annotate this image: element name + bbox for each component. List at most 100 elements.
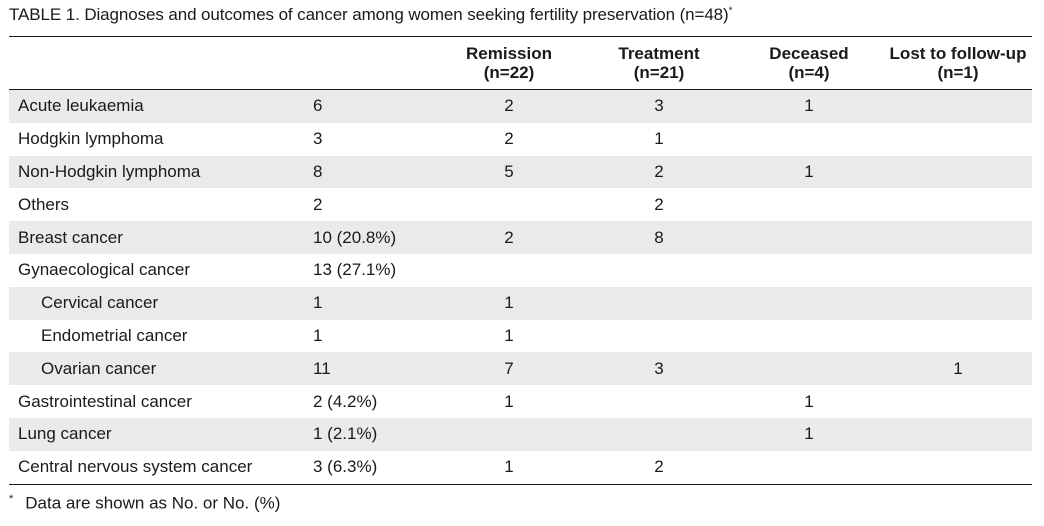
row-label-cell: Gastrointestinal cancer 2 (4.2%) (9, 385, 434, 418)
row-label: Acute leukaemia (18, 96, 144, 116)
row-label-cell: Lung cancer 1 (2.1%) (9, 417, 434, 451)
footnote-mark: * (9, 493, 14, 505)
header-remission: Remission (n=22) (434, 36, 584, 90)
row-treatment: 2 (584, 155, 734, 189)
row-total: 2 (313, 194, 323, 214)
row-deceased: 1 (734, 417, 884, 451)
row-label: Breast cancer (18, 227, 123, 247)
row-total: 2 (4.2%) (313, 391, 378, 411)
row-total: 1 (2.1%) (313, 424, 378, 444)
row-deceased: 1 (734, 89, 884, 123)
table-row: Gastrointestinal cancer 2 (4.2%) 1 1 (9, 385, 1032, 418)
row-total: 6 (313, 96, 323, 116)
row-label: Cervical cancer (41, 293, 159, 313)
row-total: 3 (313, 129, 323, 149)
row-total: 1 (313, 293, 323, 313)
row-label-cell: Ovarian cancer 11 (9, 352, 434, 386)
row-total: 3 (6.3%) (313, 457, 378, 477)
row-label: Ovarian cancer (41, 358, 157, 378)
row-lost-to-follow-up (884, 221, 1032, 254)
header-treatment: Treatment (n=21) (584, 36, 734, 90)
table-row: Hodgkin lymphoma 3 2 1 (9, 123, 1032, 156)
table-row: Endometrial cancer 1 1 (9, 320, 1032, 353)
row-label-cell: Non-Hodgkin lymphoma 8 (9, 155, 434, 189)
header-lost-to-follow-up: Lost to follow-up (n=1) (884, 36, 1032, 90)
row-treatment (584, 254, 734, 287)
row-treatment: 2 (584, 450, 734, 485)
row-label: Central nervous system cancer (18, 457, 253, 477)
table-body: Acute leukaemia 6 2 3 1 Hodgkin lymphoma 3 2 1 No… (9, 89, 1032, 485)
row-label-cell: Central nervous system cancer 3 (6.3%) (9, 450, 434, 485)
title-footnote-mark: * (728, 5, 733, 17)
row-label: Gynaecological cancer (18, 260, 190, 280)
row-lost-to-follow-up (884, 155, 1032, 189)
row-lost-to-follow-up (884, 385, 1032, 418)
row-total: 11 (313, 358, 331, 378)
row-label-cell: Gynaecological cancer 13 (27.1%) (9, 254, 434, 287)
row-lost-to-follow-up (884, 123, 1032, 156)
footnote-text: Data are shown as No. or No. (%) (25, 493, 281, 513)
row-remission: 2 (504, 129, 514, 149)
row-deceased (734, 221, 884, 254)
row-treatment (584, 385, 734, 418)
table-title-text: TABLE 1. Diagnoses and outcomes of cance… (9, 5, 729, 24)
row-treatment (584, 417, 734, 451)
row-label: Endometrial cancer (41, 325, 188, 345)
row-remission: 2 (434, 89, 584, 123)
header-deceased: Deceased (n=4) (734, 36, 884, 90)
row-treatment (584, 320, 734, 353)
table-row: Cervical cancer 1 1 (9, 286, 1032, 320)
row-label-cell: Endometrial cancer 1 (9, 320, 434, 353)
row-remission: 1 (504, 325, 514, 345)
row-deceased: 1 (734, 155, 884, 189)
row-lost-to-follow-up (884, 89, 1032, 123)
row-remission (434, 188, 584, 221)
row-lost-to-follow-up (884, 450, 1032, 485)
row-remission: 2 (434, 221, 584, 254)
row-label-cell: Breast cancer 10 (20.8%) (9, 221, 434, 254)
row-deceased: 1 (804, 391, 814, 411)
row-remission: 1 (504, 391, 514, 411)
row-remission: 1 (434, 450, 584, 485)
table-title: TABLE 1. Diagnoses and outcomes of cance… (9, 5, 733, 25)
table-row: Breast cancer 10 (20.8%) 2 8 (9, 221, 1032, 254)
table-row: Acute leukaemia 6 2 3 1 (9, 89, 1032, 123)
row-label: Lung cancer (18, 424, 112, 444)
row-remission: 1 (434, 286, 584, 320)
row-label: Hodgkin lymphoma (18, 129, 164, 149)
table-header-row: Remission (n=22) Treatment (n=21) Deceased… (9, 36, 1032, 90)
row-label-cell: Cervical cancer 1 (9, 286, 434, 320)
row-label: Gastrointestinal cancer (18, 391, 192, 411)
row-treatment: 3 (584, 89, 734, 123)
row-deceased (734, 320, 884, 353)
row-deceased (734, 188, 884, 221)
table-row: Gynaecological cancer 13 (27.1%) (9, 254, 1032, 287)
row-label-cell: Acute leukaemia 6 (9, 89, 434, 123)
row-label: Non-Hodgkin lymphoma (18, 161, 201, 181)
row-total: 13 (27.1%) (313, 260, 397, 280)
row-deceased (734, 254, 884, 287)
table-row: Ovarian cancer 11 7 3 1 (9, 352, 1032, 386)
outcomes-table: Remission (n=22) Treatment (n=21) Deceased… (9, 36, 1032, 485)
row-lost-to-follow-up (884, 417, 1032, 451)
table-row: Non-Hodgkin lymphoma 8 5 2 1 (9, 155, 1032, 189)
row-lost-to-follow-up: 1 (884, 352, 1032, 386)
row-deceased (734, 352, 884, 386)
row-total: 8 (313, 161, 323, 181)
row-remission (434, 254, 584, 287)
header-blank (9, 36, 434, 90)
row-treatment: 2 (654, 194, 664, 214)
row-treatment: 1 (654, 129, 664, 149)
row-total: 1 (313, 325, 323, 345)
row-total: 10 (20.8%) (313, 227, 397, 247)
footnote: * Data are shown as No. or No. (%) (9, 493, 280, 514)
row-treatment: 8 (584, 221, 734, 254)
row-remission: 7 (434, 352, 584, 386)
row-label-cell: Hodgkin lymphoma 3 (9, 123, 434, 156)
row-remission (434, 417, 584, 451)
row-lost-to-follow-up (884, 188, 1032, 221)
row-treatment (584, 286, 734, 320)
row-lost-to-follow-up (884, 286, 1032, 320)
table-row: Lung cancer 1 (2.1%) 1 (9, 417, 1032, 451)
row-deceased (734, 450, 884, 485)
